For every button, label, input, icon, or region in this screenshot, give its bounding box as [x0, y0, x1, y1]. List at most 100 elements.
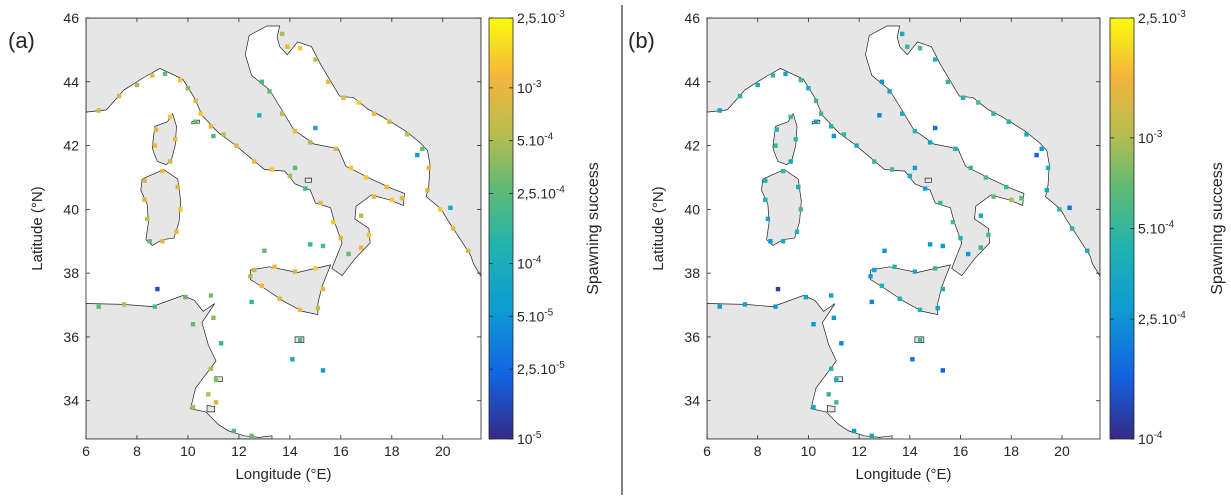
y-tick-label: 44: [63, 74, 79, 90]
spawning-cell: [983, 175, 989, 180]
spawning-cell: [364, 175, 369, 180]
spawning-cell: [96, 108, 101, 113]
spawning-cell: [854, 143, 859, 148]
colorbar-tick-label: 10-3: [517, 79, 542, 96]
spawning-cell: [793, 137, 798, 142]
spawning-cell: [152, 304, 157, 309]
y-tick-label: 36: [63, 329, 79, 345]
spawning-cell: [333, 146, 338, 151]
spawning-cell: [450, 226, 456, 231]
colorbar-tick-label: 10-4: [1138, 430, 1163, 447]
colorbar: 2,5.10-3 10-3 5.10-4 2,5.10-4 10-4 5.10-5 2,5.…: [488, 9, 602, 447]
spawning-cell: [933, 57, 938, 62]
spawning-cell: [308, 140, 313, 145]
spawning-cell: [96, 304, 101, 309]
spawning-cell: [1004, 184, 1009, 190]
x-axis-label: Longitude (°E): [235, 466, 331, 483]
spawning-cell: [346, 251, 351, 257]
colorbar-tick-label: 5.10-4: [517, 132, 554, 149]
spawning-cell: [198, 111, 203, 116]
spawning-cell: [945, 79, 951, 84]
spawning-cell: [796, 184, 801, 190]
x-tick-label: 16: [333, 443, 349, 459]
spawning-cell: [438, 207, 443, 212]
x-tick-label: 12: [231, 443, 247, 459]
spawning-cell: [122, 302, 127, 307]
spawning-cell: [798, 78, 803, 83]
y-tick-label: 38: [684, 265, 700, 281]
spawning-cell: [320, 368, 326, 373]
spawning-cell: [384, 184, 389, 190]
spawning-cell: [252, 267, 257, 273]
spawning-cell: [900, 31, 905, 37]
x-tick-label: 20: [435, 443, 451, 459]
spawning-cell: [206, 392, 211, 397]
spawning-cell: [167, 159, 173, 164]
spawning-cell: [991, 111, 996, 116]
spawning-cell: [211, 315, 216, 320]
spawning-cell: [958, 235, 963, 241]
spawning-cell: [877, 113, 882, 118]
panel-label: (a): [8, 28, 35, 53]
colorbar-tick-label: 5.10-4: [1138, 220, 1175, 237]
spawning-cell: [318, 200, 323, 206]
spawning-cell: [775, 286, 781, 292]
spawning-cell: [927, 242, 933, 247]
spawning-cell: [1039, 146, 1044, 151]
land-djerba: [206, 405, 216, 413]
spawning-cell: [910, 357, 915, 362]
spawning-cell: [267, 89, 272, 94]
spawning-cell: [320, 286, 326, 292]
spawning-cell: [313, 57, 318, 62]
spawning-cell: [116, 93, 122, 99]
spawning-cell: [966, 251, 971, 257]
x-tick-label: 14: [902, 443, 918, 459]
spawning-cell: [303, 186, 308, 191]
spawning-cell: [183, 294, 188, 300]
spawning-cell: [829, 366, 834, 371]
spawning-cell: [292, 129, 298, 134]
spawning-cell: [905, 44, 910, 49]
y-tick-label: 36: [684, 329, 700, 345]
spawning-cell: [927, 140, 933, 145]
spawning-cell: [869, 433, 874, 438]
spawning-cell: [150, 73, 155, 78]
spawning-cell: [415, 152, 420, 158]
spawning-cell: [917, 46, 923, 51]
spawning-cell: [425, 188, 430, 193]
land-italy: [86, 18, 481, 277]
spawning-cell: [831, 133, 836, 139]
spawning-cell: [765, 216, 771, 222]
spawning-cell: [371, 194, 377, 199]
spawning-cell: [174, 229, 179, 234]
y-axis-label: Latitude (°N): [29, 186, 46, 270]
spawning-cell: [218, 341, 224, 346]
spawning-cell: [331, 219, 336, 225]
spawning-cell: [813, 98, 819, 104]
spawning-cell: [466, 248, 471, 253]
spawning-cell: [248, 274, 253, 279]
spawning-cell: [249, 433, 254, 438]
y-tick-label: 42: [63, 138, 79, 154]
spawning-cell: [978, 245, 983, 250]
spawning-cell: [272, 264, 277, 269]
spawning-cell: [907, 173, 912, 179]
x-tick-label: 10: [180, 443, 196, 459]
spawning-cell: [841, 132, 847, 137]
spawning-cell: [297, 337, 303, 343]
spawning-cell: [783, 71, 788, 76]
land-corsica: [772, 112, 798, 166]
spawning-cell: [912, 269, 918, 274]
spawning-cell: [308, 242, 313, 247]
spawning-cell: [755, 82, 760, 88]
spawning-cell: [938, 200, 943, 206]
colorbar-tick-label: 10-4: [517, 254, 542, 271]
colorbar-label: Spawning success: [585, 162, 602, 295]
spawning-cell: [851, 428, 857, 434]
spawning-cell: [1006, 119, 1011, 124]
spawning-cell: [426, 165, 431, 171]
spawning-cell: [737, 93, 743, 99]
spawning-cell: [269, 167, 275, 172]
x-tick-label: 16: [953, 443, 969, 459]
spawning-cell: [389, 197, 394, 202]
